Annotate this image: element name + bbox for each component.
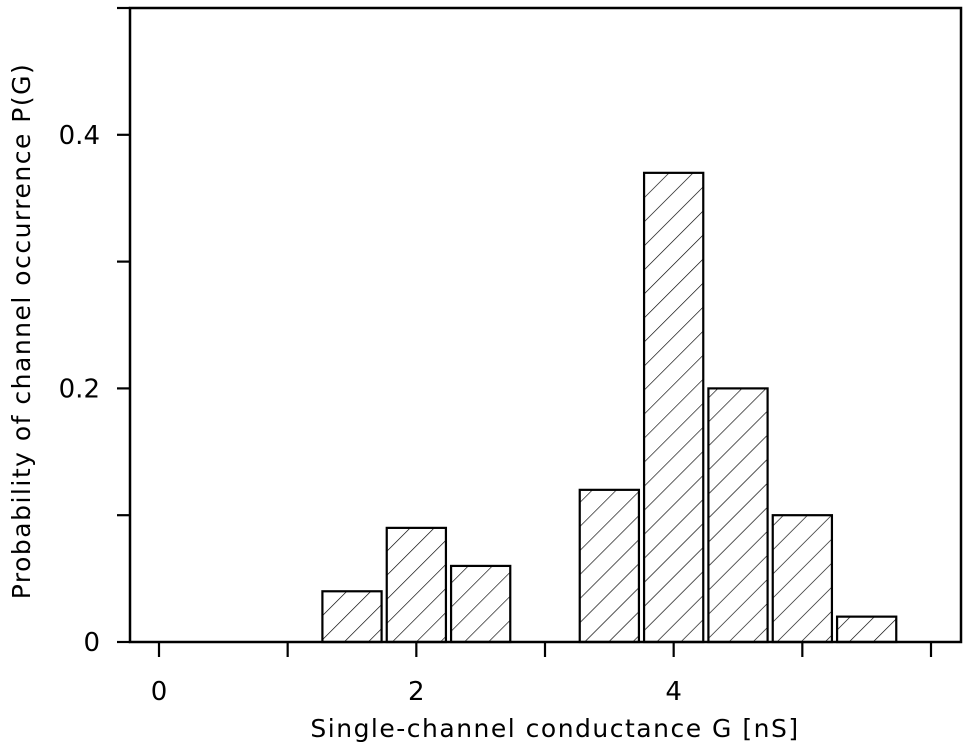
bar-0	[321, 590, 383, 644]
y-tick-label-0: 0	[83, 628, 100, 658]
bar-2	[449, 564, 512, 644]
y-tick-label-2: 0.2	[59, 374, 100, 404]
x-tick-label-2: 2	[408, 677, 425, 707]
x-axis: 0 2 4	[151, 642, 933, 707]
plot-frame	[128, 6, 963, 644]
bar-5	[707, 387, 769, 644]
bar-1	[385, 526, 448, 644]
x-axis-label: Single-channel conductance G [nS]	[310, 714, 799, 743]
y-axis: 0 0.2 0.4	[59, 6, 130, 658]
bar-4	[642, 171, 705, 644]
x-tick-label-4: 4	[665, 677, 682, 707]
bar-7	[835, 615, 898, 644]
bar-3	[578, 488, 641, 644]
bar-6	[771, 514, 834, 644]
x-tick-label-0: 0	[151, 677, 168, 707]
y-tick-label-4: 0.4	[59, 121, 100, 151]
bars	[321, 171, 898, 644]
y-axis-label: Probability of channel occurrence P(G)	[7, 63, 36, 599]
